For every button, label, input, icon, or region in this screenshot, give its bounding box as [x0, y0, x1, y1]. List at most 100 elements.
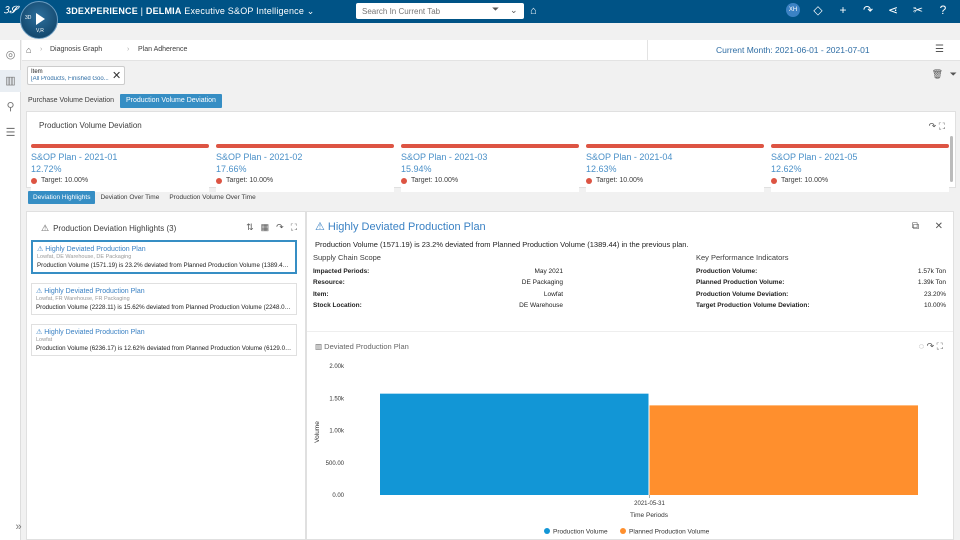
plan-card[interactable]: S&OP Plan - 2021-02 17.66% Target: 10.00…: [216, 144, 394, 192]
avatar[interactable]: XH: [786, 3, 800, 17]
plan-card[interactable]: S&OP Plan - 2021-03 15.94% Target: 10.00…: [401, 144, 579, 192]
compass-vr-label: V,R: [36, 28, 44, 34]
plan-card-title: S&OP Plan - 2021-05: [771, 152, 858, 162]
chart-title: Deviated Production Plan: [324, 342, 409, 351]
plan-card-bar: [401, 144, 579, 148]
scope-title: Supply Chain Scope: [313, 253, 381, 262]
divider: [307, 331, 953, 332]
target-dot-icon: [216, 177, 222, 184]
tab-production-volume-deviation[interactable]: Production Volume Deviation: [120, 94, 222, 108]
filter-funnel-icon[interactable]: ⏷: [492, 4, 500, 14]
kpi-row: Production Volume: 1.57k Ton: [696, 268, 946, 275]
tag-icon[interactable]: ⌂: [530, 5, 537, 17]
share-icon[interactable]: ↷: [276, 222, 284, 232]
compass-icon[interactable]: 3D V,R: [20, 1, 58, 39]
tab-deviation-highlights[interactable]: Deviation Highlights: [28, 191, 96, 204]
legend-label[interactable]: Planned Production Volume: [629, 529, 710, 536]
brand-prefix: 3DEXPERIENCE: [66, 6, 138, 16]
brand-name: DELMIA: [145, 6, 182, 16]
scope-row: Stock Location: DE Warehouse: [313, 302, 563, 309]
list-item-head: Highly Deviated Production Plan: [45, 246, 146, 253]
play-icon: [36, 13, 45, 25]
ds-logo-icon: 𝟹𝒮: [3, 5, 18, 16]
breadcrumb-separator: ›: [127, 46, 130, 53]
list-item[interactable]: ⚠ Highly Deviated Production Plan Lowfat…: [31, 283, 297, 315]
warning-icon: ⚠: [36, 329, 45, 336]
breadcrumb: ⌂ › Diagnosis Graph › Plan Adherence Cur…: [22, 40, 960, 61]
search-box[interactable]: ⏷ ⌄: [356, 3, 524, 19]
plan-card-bar: [31, 144, 209, 148]
network-icon[interactable]: ⋖: [887, 3, 899, 17]
x-axis-label: Time Periods: [630, 512, 669, 519]
breadcrumb-item[interactable]: Diagnosis Graph: [50, 46, 103, 53]
plan-card-target: Target: 10.00%: [411, 177, 459, 184]
tab-deviation-over-time[interactable]: Deviation Over Time: [100, 194, 160, 201]
expand-icon[interactable]: »: [15, 521, 22, 533]
list-item[interactable]: ⚠ Highly Deviated Production Plan Lowfat…: [31, 324, 297, 356]
main-tabs: Purchase Volume Deviation Production Vol…: [22, 94, 222, 108]
share-icon[interactable]: ↷ ⛶: [928, 121, 945, 131]
target-dot-icon: [401, 177, 407, 184]
scrollbar[interactable]: [950, 136, 953, 182]
open-external-icon[interactable]: ⧉: [911, 221, 919, 232]
left-sidebar: ◎ ▥ ⚲ ☰ »: [0, 40, 22, 540]
filter-bar: Item [All Products, Finished Goo... ✕ 🗑 …: [22, 62, 960, 88]
plan-card[interactable]: S&OP Plan - 2021-01 12.72% Target: 10.00…: [31, 144, 209, 192]
diagnosis-search-icon[interactable]: ⚲: [6, 101, 15, 113]
kpi-row: Target Production Volume Deviation: 10.00…: [696, 302, 946, 309]
tab-production-volume-over-time[interactable]: Production Volume Over Time: [169, 194, 256, 201]
kpi-row: Production Volume Deviation: 23.20%: [696, 291, 946, 298]
tab-purchase-volume-deviation[interactable]: Purchase Volume Deviation: [28, 97, 114, 104]
app-title[interactable]: Executive S&OP Intelligence: [184, 6, 305, 16]
menu-icon[interactable]: ☰: [935, 44, 944, 55]
sort-icon[interactable]: ⇅: [246, 222, 254, 232]
y-tick-label: 500.00: [326, 461, 345, 467]
target-dot-icon: [586, 177, 592, 184]
list-item-head: Highly Deviated Production Plan: [44, 288, 145, 295]
plan-card-bar: [771, 144, 949, 148]
bar-planned-production-volume[interactable]: [649, 405, 919, 495]
close-icon[interactable]: ✕: [934, 221, 943, 232]
filter-settings-icon[interactable]: ⏷: [949, 69, 957, 79]
plan-card-pct: 12.63%: [586, 164, 617, 174]
scope-row: Item: Lowfat: [313, 291, 563, 298]
list-item-desc: Production Volume (2228.11) is 15.62% de…: [36, 304, 292, 311]
tools-icon[interactable]: ✂: [912, 3, 924, 17]
warning-icon: ⚠: [315, 221, 328, 233]
plan-card-bar: [216, 144, 394, 148]
plan-card[interactable]: S&OP Plan - 2021-04 12.63% Target: 10.00…: [586, 144, 764, 192]
list-item-scope: Lowfat, FR Warehouse, FR Packaging: [36, 296, 130, 302]
help-icon[interactable]: ?: [939, 3, 947, 17]
chevron-down-icon[interactable]: ⌄: [306, 6, 315, 16]
database-icon[interactable]: ☰: [5, 127, 16, 139]
filter-chip[interactable]: Item [All Products, Finished Goo... ✕: [27, 66, 125, 85]
trash-icon[interactable]: 🗑: [931, 69, 943, 79]
target-dot-icon: [771, 177, 777, 184]
plan-card-pct: 12.72%: [31, 164, 62, 174]
close-icon[interactable]: ✕: [112, 70, 122, 82]
chart-toolbar[interactable]: ◌ ↷ ⛶: [918, 341, 943, 351]
share-icon[interactable]: ↷: [862, 3, 874, 17]
list-item-desc: Production Volume (1571.19) is 23.2% dev…: [37, 262, 291, 269]
search-input[interactable]: [356, 6, 476, 16]
plan-card-target: Target: 10.00%: [596, 177, 644, 184]
scope-row: Resource: DE Packaging: [313, 279, 563, 286]
layout-icon[interactable]: ▦: [260, 222, 270, 232]
app-brand: 3DEXPERIENCE | DELMIA Executive S&OP Int…: [66, 6, 315, 16]
highlights-title: Production Deviation Highlights (3): [53, 224, 177, 233]
breadcrumb-item[interactable]: Plan Adherence: [138, 46, 188, 53]
analytics-icon[interactable]: ▥: [0, 70, 21, 92]
chevron-down-icon[interactable]: ⌄: [510, 5, 518, 15]
pvd-title: Production Volume Deviation: [39, 121, 142, 130]
home-icon[interactable]: ⌂: [26, 45, 32, 55]
plan-card[interactable]: S&OP Plan - 2021-05 12.62% Target: 10.00…: [771, 144, 949, 192]
legend-label[interactable]: Production Volume: [553, 529, 608, 536]
globe-icon[interactable]: ◎: [5, 49, 16, 61]
bar-production-volume[interactable]: [380, 393, 649, 495]
fullscreen-icon[interactable]: ⛶: [290, 222, 297, 232]
list-item[interactable]: ⚠ Highly Deviated Production Plan Lowfat…: [31, 240, 297, 274]
add-icon[interactable]: +: [839, 3, 847, 17]
bookmark-icon[interactable]: ◇: [813, 3, 823, 17]
highlights-title-row: ⚠ Production Deviation Highlights (3): [41, 223, 176, 234]
plan-card-title: S&OP Plan - 2021-01: [31, 152, 118, 162]
